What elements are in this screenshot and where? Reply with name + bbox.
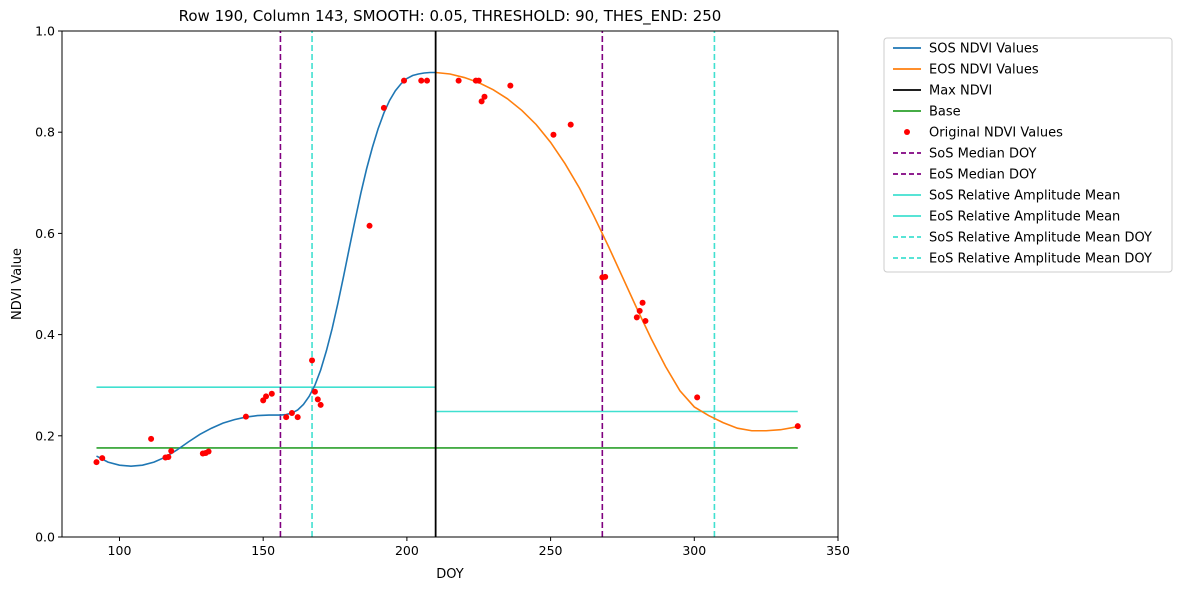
ndvi-point-9 (205, 448, 212, 455)
ndvi-point-16 (294, 414, 301, 421)
x-tick-label-100: 100 (108, 543, 132, 558)
x-axis-label: DOY (436, 567, 464, 582)
ndvi-point-19 (314, 396, 321, 403)
x-axis: 100 150 200 250 300 350 (108, 537, 850, 558)
legend-frame (883, 37, 1173, 273)
legend-label-sos-ndvi-values: SOS NDVI Values (929, 42, 1039, 57)
plot-content (93, 31, 801, 537)
ndvi-point-30 (481, 93, 488, 100)
ndvi-point-28 (475, 77, 482, 84)
legend-label-eos-relative-amplitude-mean-doy: EoS Relative Amplitude Mean DOY (929, 252, 1152, 267)
ndvi-point-32 (550, 131, 557, 138)
ndvi-point-23 (401, 77, 408, 84)
legend-marker-original-ndvi-values (904, 129, 910, 135)
ndvi-point-26 (455, 77, 462, 84)
y-tick-label-0: 0.0 (35, 530, 55, 545)
x-tick-label-200: 200 (395, 543, 419, 558)
chart-title: Row 190, Column 143, SMOOTH: 0.05, THRES… (179, 7, 722, 26)
ndvi-point-15 (288, 410, 295, 417)
legend: SOS NDVI Values EOS NDVI Values Max NDVI Ba… (883, 37, 1173, 273)
ndvi-point-36 (633, 314, 640, 321)
plot-frame (61, 30, 839, 538)
legend-label-base: Base (929, 105, 961, 120)
legend-label-eos-ndvi-values: EOS NDVI Values (929, 63, 1039, 78)
legend-label-max-ndvi: Max NDVI (929, 84, 992, 99)
legend-label-sos-median-doy: SoS Median DOY (929, 147, 1037, 162)
y-axis-label: NDVI Value (10, 248, 25, 320)
x-tick-label-250: 250 (539, 543, 563, 558)
ndvi-point-6 (168, 447, 175, 454)
ndvi-point-22 (380, 104, 387, 111)
eos-ndvi-values-line (435, 71, 798, 432)
legend-label-eos-median-doy: EoS Median DOY (929, 168, 1036, 183)
ndvi-point-2 (99, 455, 106, 462)
y-tick-label-1: 0.2 (35, 428, 55, 443)
legend-label-sos-relative-amplitude-mean-doy: SoS Relative Amplitude Mean DOY (929, 231, 1152, 246)
y-tick-label-4: 0.8 (35, 125, 55, 140)
y-tick-label-2: 0.4 (35, 327, 55, 342)
ndvi-point-18 (311, 388, 318, 395)
ndvi-point-38 (639, 299, 646, 306)
ndvi-point-25 (424, 77, 431, 84)
ndvi-point-24 (418, 77, 425, 84)
ndvi-point-10 (242, 413, 249, 420)
ndvi-point-12 (263, 393, 270, 400)
ndvi-point-39 (642, 317, 649, 324)
ndvi-point-14 (283, 414, 290, 421)
ndvi-point-35 (602, 273, 609, 280)
ndvi-point-40 (694, 394, 701, 401)
ndvi-point-31 (507, 82, 514, 89)
ndvi-point-33 (567, 121, 574, 128)
ndvi-point-37 (636, 307, 643, 314)
ndvi-point-3 (148, 435, 155, 442)
y-tick-label-5: 1.0 (35, 24, 55, 39)
ndvi-point-5 (165, 454, 172, 461)
ndvi-point-13 (268, 390, 275, 397)
x-tick-label-150: 150 (251, 543, 275, 558)
ndvi-point-21 (366, 222, 373, 229)
ndvi-point-1 (93, 459, 100, 466)
legend-label-eos-relative-amplitude-mean: EoS Relative Amplitude Mean (929, 210, 1120, 225)
legend-label-original-ndvi-values: Original NDVI Values (929, 126, 1063, 141)
ndvi-point-17 (309, 357, 316, 364)
ndvi-point-29 (478, 98, 485, 105)
sos-ndvi-values-line (96, 71, 436, 467)
x-tick-label-300: 300 (682, 543, 706, 558)
ndvi-point-20 (317, 401, 324, 408)
legend-label-sos-relative-amplitude-mean: SoS Relative Amplitude Mean (929, 189, 1120, 204)
x-tick-label-350: 350 (826, 543, 850, 558)
y-axis: 0.0 0.2 0.4 0.6 0.8 1.0 (35, 24, 62, 545)
y-tick-label-3: 0.6 (35, 226, 55, 241)
ndvi-point-41 (794, 423, 801, 430)
